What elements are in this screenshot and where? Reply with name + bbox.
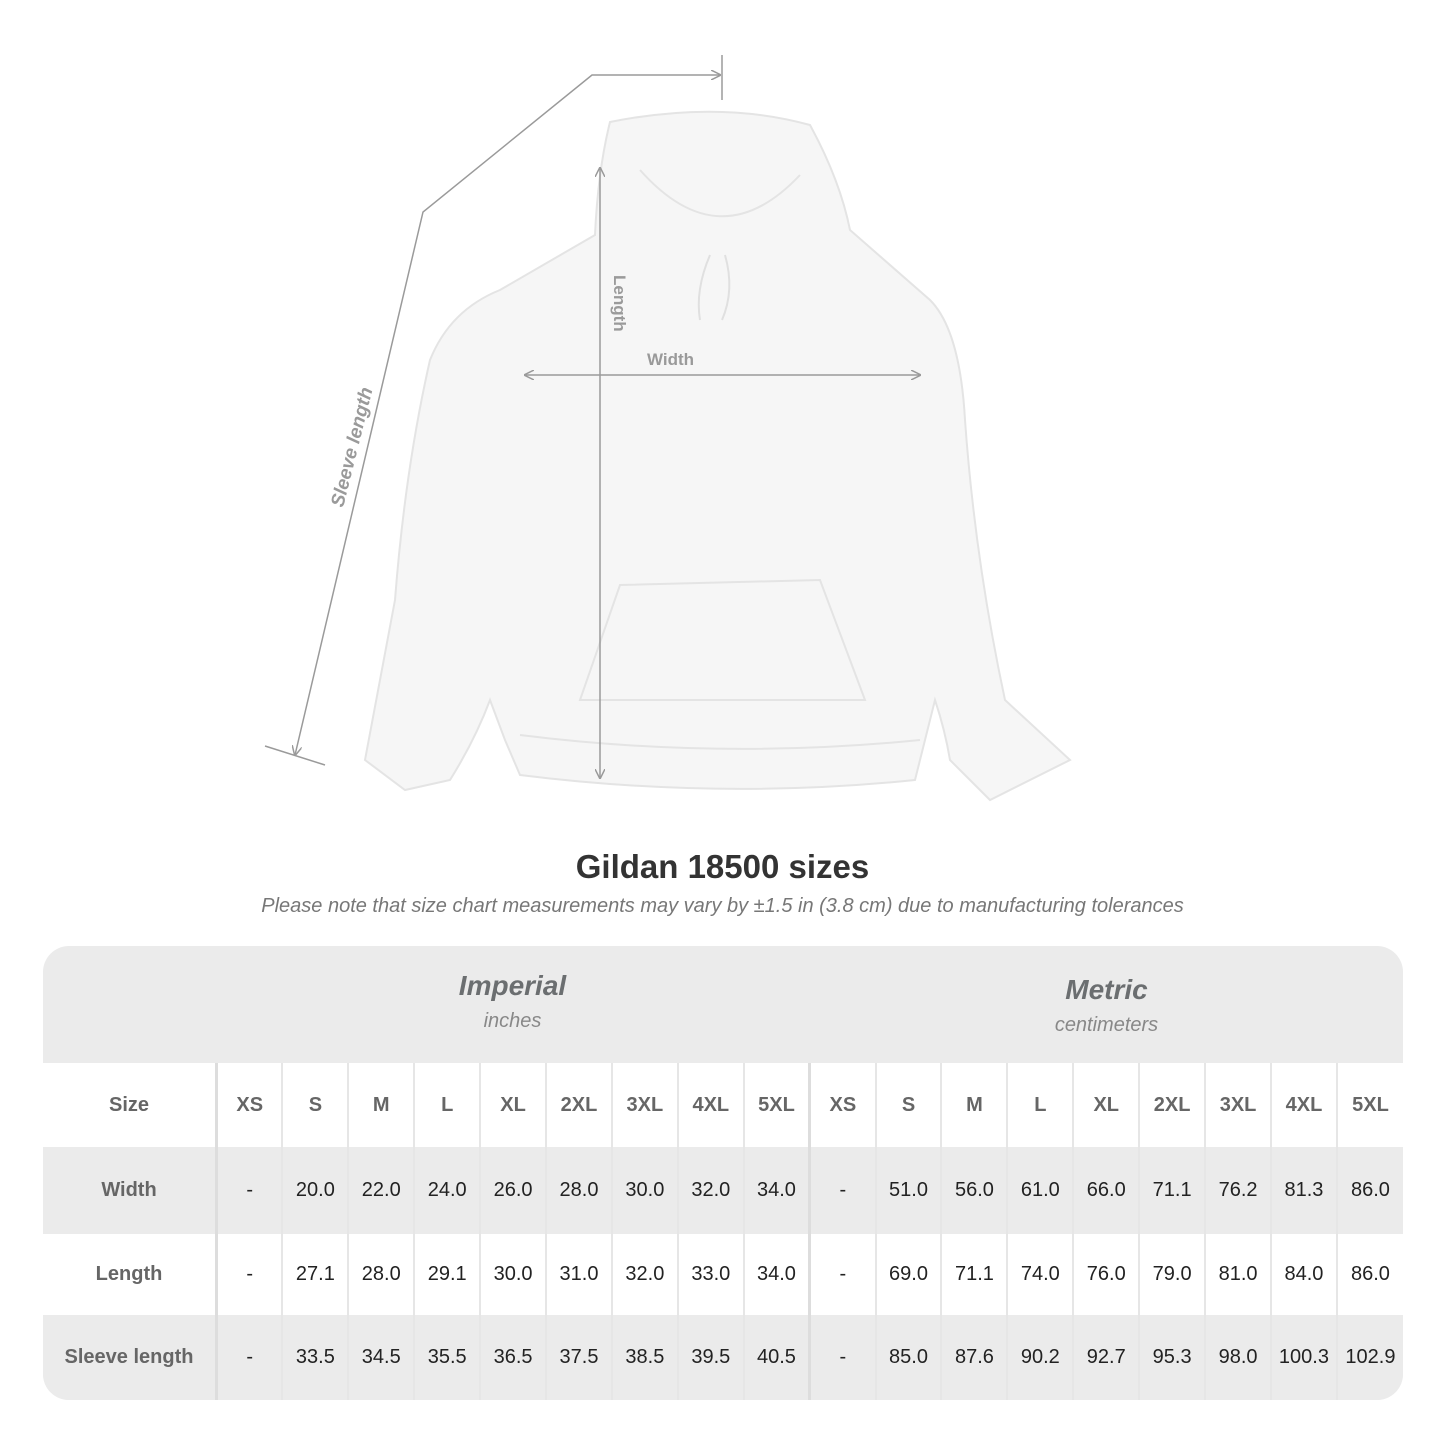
imperial-cell: 24.0 [413,1147,481,1234]
imperial-cell: 34.0 [742,1234,810,1315]
imperial-unit: inches [483,1010,542,1032]
imperial-cell: 20.0 [281,1147,349,1234]
imperial-cell: 30.0 [479,1234,547,1315]
length-label: Length [610,275,629,332]
metric-cell: 86.0 [1335,1234,1403,1315]
table-row: Sleeve length -33.5 34.5 35.5 36.5 37.5 38.5 39… [43,1315,1403,1400]
row-label: Sleeve length [43,1315,218,1400]
metric-cell: 69.0 [874,1234,942,1315]
metric-cell: 66.0 [1072,1147,1140,1234]
hoodie-illustration [363,110,1072,802]
metric-size-header: XS [808,1063,876,1147]
imperial-cell: 35.5 [413,1315,481,1400]
imperial-cell: 36.5 [479,1315,547,1400]
metric-cell: 81.3 [1270,1147,1337,1234]
imperial-cell: 33.0 [676,1234,744,1315]
imperial-size-header: 2XL [545,1063,612,1147]
metric-size-header: S [874,1063,942,1147]
size-chart: Imperial inches Metric centimeters Size X… [43,946,1403,1400]
imperial-size-header: XL [479,1063,547,1147]
imperial-size-header: M [347,1063,415,1147]
metric-cell: 76.2 [1204,1147,1271,1234]
imperial-cell: 30.0 [610,1147,678,1234]
metric-cell: 100.3 [1270,1315,1337,1400]
imperial-cell: 22.0 [347,1147,415,1234]
metric-unit: centimeters [1054,1014,1159,1036]
imperial-size-header: 5XL [742,1063,810,1147]
imperial-cell: 28.0 [347,1234,415,1315]
metric-cell: 86.0 [1335,1147,1403,1234]
metric-cell: 87.6 [940,1315,1008,1400]
metric-cell: 76.0 [1072,1234,1140,1315]
imperial-cell: 32.0 [676,1147,744,1234]
metric-cell: 79.0 [1138,1234,1206,1315]
metric-size-header: M [940,1063,1008,1147]
metric-cell: 92.7 [1072,1315,1140,1400]
metric-cell: 61.0 [1006,1147,1074,1234]
imperial-label: Imperial [458,970,567,1001]
metric-size-header: 2XL [1138,1063,1206,1147]
width-label: Width [647,350,694,369]
table-row: Width -20.0 22.0 24.0 26.0 28.0 30.0 32.0 34.0-5… [43,1147,1403,1234]
imperial-cell: 27.1 [281,1234,349,1315]
imperial-cell: 37.5 [545,1315,612,1400]
imperial-cell: 32.0 [610,1234,678,1315]
metric-size-header: 4XL [1270,1063,1337,1147]
imperial-header: Imperial inches [215,946,810,1063]
imperial-cell: - [215,1147,283,1234]
metric-cell: - [808,1315,876,1400]
size-header: Size [43,1063,218,1147]
size-table: Size XS S M L XL 2XL 3XL 4XL 5XL XS S M L XL 2XL 3XL 4XL 5… [43,1063,1403,1400]
metric-size-header: L [1006,1063,1074,1147]
tolerance-note: Please note that size chart measurements… [261,895,1184,917]
metric-cell: - [808,1234,876,1315]
metric-header: Metric centimeters [810,950,1403,1067]
metric-cell: 51.0 [874,1147,942,1234]
metric-size-header: XL [1072,1063,1140,1147]
imperial-cell: 29.1 [413,1234,481,1315]
metric-size-header: 5XL [1335,1063,1403,1147]
metric-cell: 102.9 [1335,1315,1403,1400]
metric-cell: 90.2 [1006,1315,1074,1400]
imperial-size-header: L [413,1063,481,1147]
metric-cell: 98.0 [1204,1315,1271,1400]
imperial-cell: 28.0 [545,1147,612,1234]
page-title: Gildan 18500 sizes [575,848,870,885]
metric-cell: 81.0 [1204,1234,1271,1315]
imperial-size-header: 3XL [610,1063,678,1147]
imperial-cell: 39.5 [676,1315,744,1400]
table-row: Length -27.1 28.0 29.1 30.0 31.0 32.0 33.0 34.0-… [43,1234,1403,1315]
metric-cell: 85.0 [874,1315,942,1400]
imperial-cell: 33.5 [281,1315,349,1400]
imperial-cell: 38.5 [610,1315,678,1400]
hoodie-diagram: Length Width Sleeve length [264,55,1072,802]
imperial-cell: - [215,1315,283,1400]
metric-cell: 56.0 [940,1147,1008,1234]
row-label: Length [43,1234,218,1315]
metric-label: Metric [1065,974,1148,1005]
imperial-size-header: XS [215,1063,283,1147]
metric-cell: 74.0 [1006,1234,1074,1315]
metric-cell: 71.1 [940,1234,1008,1315]
imperial-cell: 34.5 [347,1315,415,1400]
size-header-row: Size XS S M L XL 2XL 3XL 4XL 5XL XS S M L XL 2XL 3XL 4XL 5… [43,1063,1403,1147]
imperial-cell: 26.0 [479,1147,547,1234]
metric-size-header: 3XL [1204,1063,1271,1147]
imperial-cell: 31.0 [545,1234,612,1315]
row-label: Width [43,1147,218,1234]
measurement-lines [264,55,920,778]
metric-cell: - [808,1147,876,1234]
imperial-cell: 34.0 [742,1147,810,1234]
metric-cell: 71.1 [1138,1147,1206,1234]
imperial-cell: 40.5 [742,1315,810,1400]
imperial-size-header: S [281,1063,349,1147]
metric-cell: 84.0 [1270,1234,1337,1315]
imperial-size-header: 4XL [676,1063,744,1147]
sleeve-length-label: Sleeve length [327,385,377,509]
metric-cell: 95.3 [1138,1315,1206,1400]
imperial-cell: - [215,1234,283,1315]
